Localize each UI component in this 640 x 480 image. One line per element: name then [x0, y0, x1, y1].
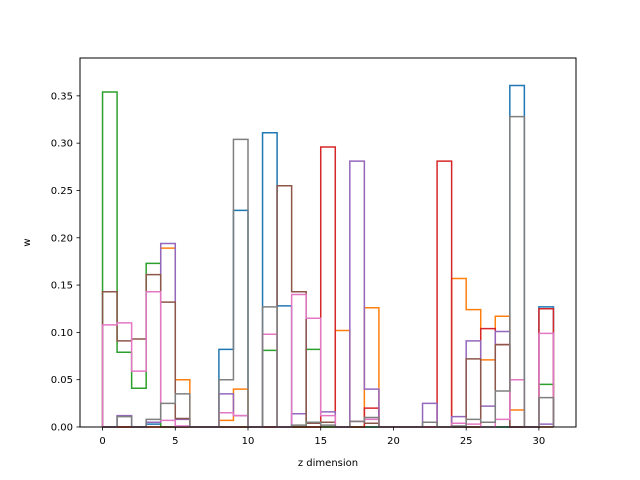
y-tick-label: 0.30	[51, 139, 73, 150]
x-axis: 0 5 10 15 20 25 30	[99, 427, 545, 447]
y-tick-label: 0.25	[51, 186, 73, 197]
x-tick-label: 25	[460, 436, 473, 447]
y-axis-label: w	[22, 238, 33, 246]
y-axis: 0.00 0.05 0.10 0.15 0.20 0.25 0.30 0.35	[51, 91, 80, 434]
x-tick-label: 10	[242, 436, 255, 447]
y-tick-label: 0.05	[51, 375, 73, 386]
y-tick-label: 0.10	[51, 328, 73, 339]
x-tick-label: 5	[172, 436, 178, 447]
x-tick-label: 0	[99, 436, 105, 447]
y-tick-label: 0.20	[51, 233, 73, 244]
x-tick-label: 20	[387, 436, 400, 447]
y-tick-label: 0.35	[51, 91, 73, 102]
x-axis-label: z dimension	[298, 458, 358, 469]
plot-frame	[79, 57, 577, 428]
y-tick-label: 0.15	[51, 281, 73, 292]
x-tick-label: 30	[533, 436, 546, 447]
y-tick-label: 0.00	[51, 423, 73, 434]
step-series-2	[102, 247, 554, 428]
step-series-8	[102, 115, 555, 428]
x-tick-label: 15	[314, 436, 327, 447]
